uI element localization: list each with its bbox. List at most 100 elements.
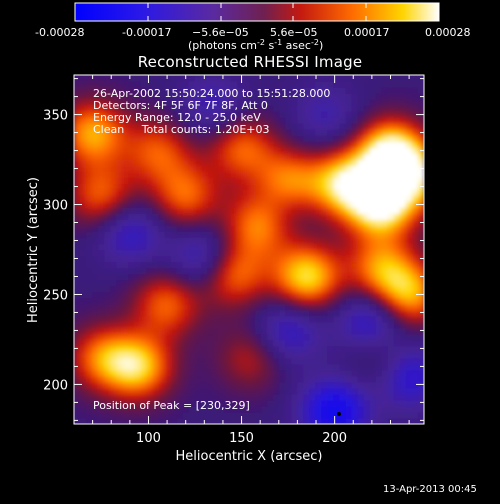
heatmap-cell bbox=[188, 321, 196, 329]
heatmap-cell bbox=[134, 411, 141, 419]
heatmap-cell bbox=[255, 351, 262, 359]
heatmap-cell bbox=[357, 261, 365, 269]
heatmap-cell bbox=[194, 201, 202, 208]
heatmap-cell bbox=[297, 399, 304, 407]
heatmap-cell bbox=[182, 93, 190, 100]
heatmap-cell bbox=[104, 141, 111, 148]
heatmap-cell bbox=[417, 117, 424, 124]
heatmap-cell bbox=[104, 339, 111, 347]
heatmap-cell bbox=[339, 315, 347, 323]
colorbar-tick-label: -0.00017 bbox=[122, 26, 171, 39]
heatmap-cell bbox=[212, 267, 220, 275]
heatmap-cell bbox=[261, 381, 268, 389]
heatmap-cell bbox=[80, 171, 87, 178]
heatmap-cell bbox=[134, 219, 141, 227]
heatmap-cell bbox=[110, 117, 117, 124]
heatmap-cell bbox=[152, 309, 160, 317]
heatmap-cell bbox=[405, 141, 413, 148]
heatmap-cell bbox=[309, 87, 316, 94]
heatmap-cell bbox=[393, 303, 401, 311]
heatmap-cell bbox=[261, 411, 268, 419]
heatmap-cell bbox=[152, 279, 160, 287]
heatmap-cell bbox=[176, 357, 184, 365]
heatmap-cell bbox=[128, 417, 135, 424]
heatmap-cell bbox=[182, 111, 190, 118]
heatmap-cell bbox=[285, 219, 292, 227]
heatmap-cell bbox=[128, 315, 135, 323]
heatmap-cell bbox=[261, 99, 268, 106]
heatmap-cell bbox=[333, 345, 341, 353]
heatmap-cell bbox=[170, 123, 178, 130]
heatmap-cell bbox=[363, 321, 371, 329]
heatmap-cell bbox=[321, 369, 329, 377]
heatmap-cell bbox=[411, 207, 419, 214]
heatmap-cell bbox=[176, 189, 184, 196]
heatmap-cell bbox=[381, 219, 389, 227]
heatmap-cell bbox=[194, 393, 202, 401]
heatmap-cell bbox=[279, 309, 286, 317]
heatmap-cell bbox=[261, 267, 268, 275]
heatmap-cell bbox=[218, 327, 226, 335]
heatmap-cell bbox=[182, 225, 190, 233]
heatmap-cell bbox=[297, 141, 304, 148]
heatmap-cell bbox=[411, 135, 419, 142]
heatmap-cell bbox=[399, 393, 407, 401]
heatmap-cell bbox=[321, 387, 329, 395]
heatmap-cell bbox=[255, 99, 262, 106]
heatmap-cell bbox=[182, 213, 190, 221]
heatmap-cell bbox=[363, 363, 371, 371]
heatmap-cell bbox=[158, 237, 166, 245]
heatmap-cell bbox=[224, 75, 232, 82]
heatmap-cell bbox=[345, 357, 353, 365]
heatmap-cell bbox=[255, 345, 262, 353]
heatmap-cell bbox=[393, 105, 401, 112]
heatmap-cell bbox=[273, 411, 280, 419]
heatmap-cell bbox=[152, 105, 160, 112]
heatmap-cell bbox=[387, 129, 395, 136]
heatmap-cell bbox=[291, 207, 298, 214]
heatmap-cell bbox=[351, 405, 359, 413]
heatmap-cell bbox=[387, 357, 395, 365]
heatmap-cell bbox=[92, 381, 99, 389]
heatmap-cell bbox=[339, 93, 347, 100]
heatmap-cell bbox=[387, 285, 395, 293]
heatmap-cell bbox=[393, 213, 401, 221]
heatmap-cell bbox=[405, 183, 413, 190]
heatmap-cell bbox=[417, 375, 424, 383]
heatmap-cell bbox=[381, 255, 389, 263]
heatmap-cell bbox=[381, 291, 389, 299]
heatmap-cell bbox=[230, 171, 238, 178]
heatmap-cell bbox=[104, 321, 111, 329]
heatmap-cell bbox=[261, 189, 268, 196]
heatmap-cell bbox=[224, 327, 232, 335]
heatmap-cell bbox=[86, 195, 93, 202]
heatmap-cell bbox=[411, 309, 419, 317]
heatmap-cell bbox=[164, 213, 172, 221]
heatmap-cell bbox=[405, 219, 413, 227]
heatmap-cell bbox=[303, 147, 310, 154]
heatmap-cell bbox=[261, 165, 268, 172]
heatmap-cell bbox=[122, 237, 129, 245]
heatmap-cell bbox=[267, 411, 274, 419]
heatmap-cell bbox=[303, 387, 310, 395]
heatmap-cell bbox=[200, 285, 208, 293]
heatmap-cell bbox=[128, 99, 135, 106]
heatmap-cell bbox=[255, 75, 262, 82]
heatmap-cell bbox=[321, 117, 329, 124]
heatmap-cell bbox=[74, 153, 81, 160]
heatmap-cell bbox=[303, 405, 310, 413]
heatmap-cell bbox=[80, 369, 87, 377]
heatmap-cell bbox=[399, 327, 407, 335]
heatmap-cell bbox=[86, 87, 93, 94]
heatmap-cell bbox=[74, 411, 81, 419]
heatmap-cell bbox=[285, 303, 292, 311]
heatmap-cell bbox=[200, 87, 208, 94]
colorbar-ticks bbox=[74, 3, 440, 21]
heatmap-cell bbox=[182, 99, 190, 106]
heatmap-cell bbox=[236, 393, 244, 401]
heatmap-cell bbox=[110, 309, 117, 317]
heatmap-cell bbox=[176, 267, 184, 275]
heatmap-cell bbox=[417, 411, 424, 419]
heatmap-cell bbox=[218, 105, 226, 112]
heatmap-cell bbox=[104, 231, 111, 239]
